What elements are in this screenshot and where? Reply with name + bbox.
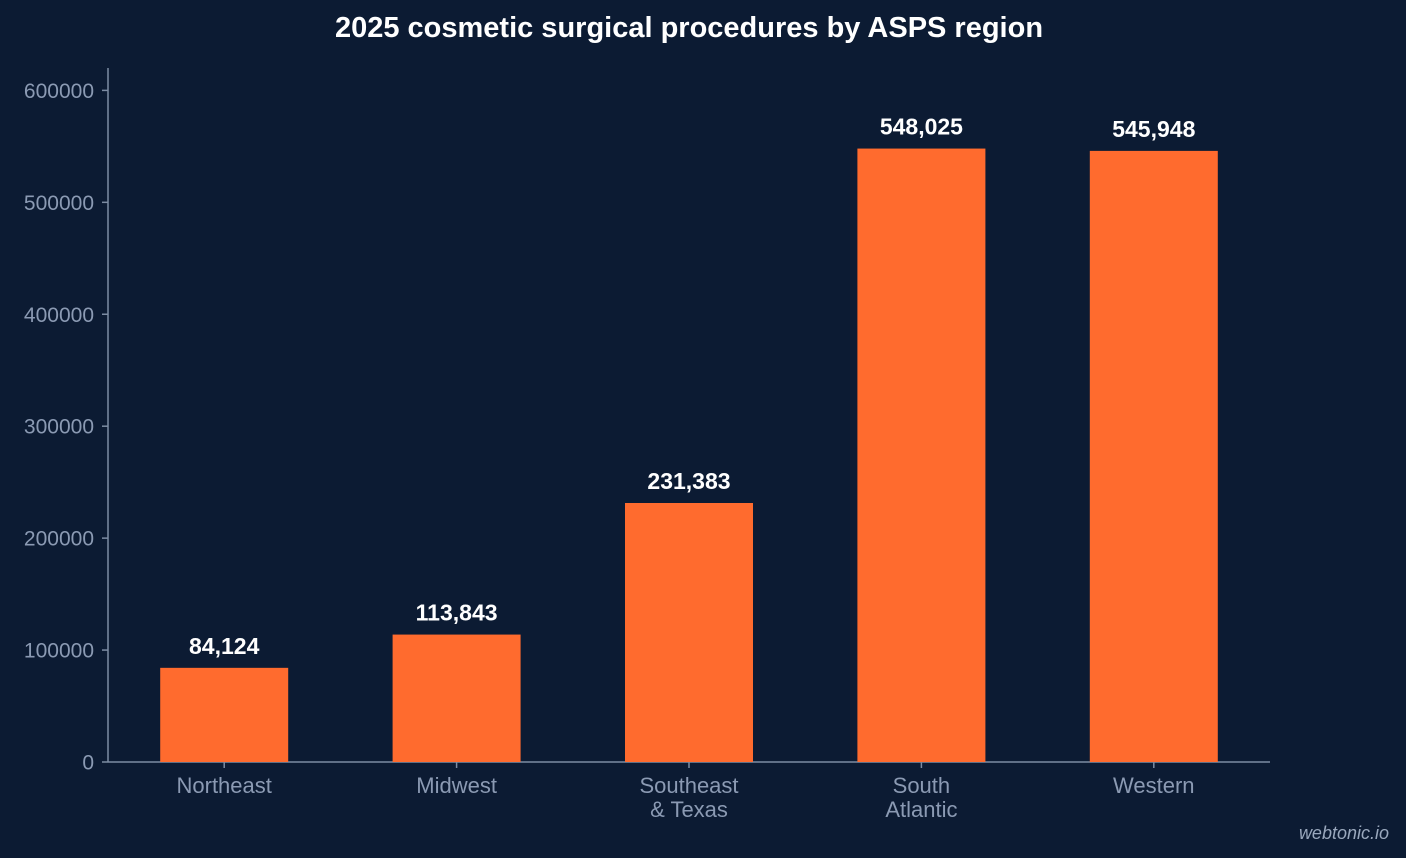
data-label: 84,124 (189, 633, 260, 659)
bar (857, 148, 986, 763)
watermark: webtonic.io (1299, 823, 1389, 843)
y-tick-label: 300000 (24, 416, 94, 439)
x-tick-label-line: Midwest (416, 773, 497, 798)
bar (392, 634, 521, 762)
bar (160, 667, 289, 762)
y-axis: 0 100000 200000 300000 400000 500000 600000 (24, 68, 109, 775)
x-tick-label-line: Western (1113, 773, 1195, 798)
y-tick-label: 600000 (24, 80, 94, 103)
y-tick-label: 200000 (24, 528, 94, 551)
y-tick-label: 100000 (24, 640, 94, 663)
data-label: 231,383 (647, 468, 730, 494)
y-tick-label: 0 (82, 752, 94, 775)
x-tick-label-line: South (893, 773, 951, 798)
x-tick-label: Midwest (416, 773, 497, 798)
x-tick-label: Western (1113, 773, 1195, 798)
x-tick-label: South Atlantic (885, 773, 957, 822)
x-tick-label-line: Atlantic (885, 797, 957, 822)
data-label: 548,025 (880, 114, 963, 140)
data-label: 545,948 (1112, 116, 1195, 142)
y-tick-label: 500000 (24, 192, 94, 215)
bar (1089, 150, 1218, 763)
x-tick-label-line: Southeast (639, 773, 738, 798)
bar (625, 503, 753, 762)
x-axis: Northeast Midwest Southeast & Texas South Atl… (108, 761, 1270, 822)
x-tick-label: Southeast & Texas (639, 773, 738, 822)
x-tick-label-line: & Texas (650, 797, 728, 822)
bars (160, 148, 1218, 763)
x-tick-label-line: Northeast (177, 773, 272, 798)
chart-title: 2025 cosmetic surgical procedures by ASP… (335, 12, 1043, 44)
y-tick-label: 400000 (24, 304, 94, 327)
data-label: 113,843 (416, 600, 498, 626)
x-tick-label: Northeast (177, 773, 272, 798)
value-labels: 84,124 113,843 231,383 548,025 545,948 (189, 114, 1196, 659)
